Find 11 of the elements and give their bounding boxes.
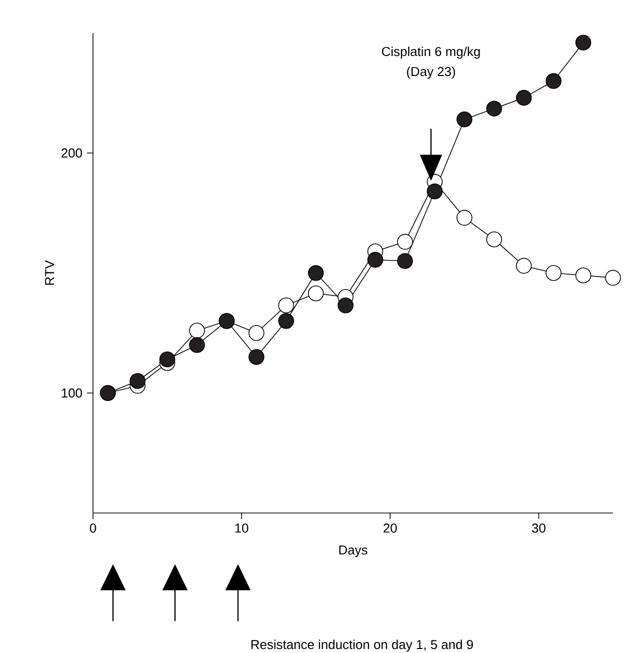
- annotation: Cisplatin 6 mg/kg: [382, 46, 480, 59]
- x-tick-label: 20: [384, 524, 397, 533]
- y-tick-label: 200: [62, 148, 82, 158]
- y-tick-label: 100: [62, 388, 82, 398]
- x-axis-title: Days: [339, 546, 368, 558]
- y-axis-title: RTV: [45, 260, 54, 285]
- x-tick-label: 30: [532, 524, 546, 533]
- x-tick-label: 10: [235, 524, 248, 533]
- text: Resistance induction on day 1, 5 and 9: [251, 640, 473, 652]
- x-tick-label: 0: [90, 524, 96, 533]
- annotation: (Day 23): [406, 66, 456, 79]
